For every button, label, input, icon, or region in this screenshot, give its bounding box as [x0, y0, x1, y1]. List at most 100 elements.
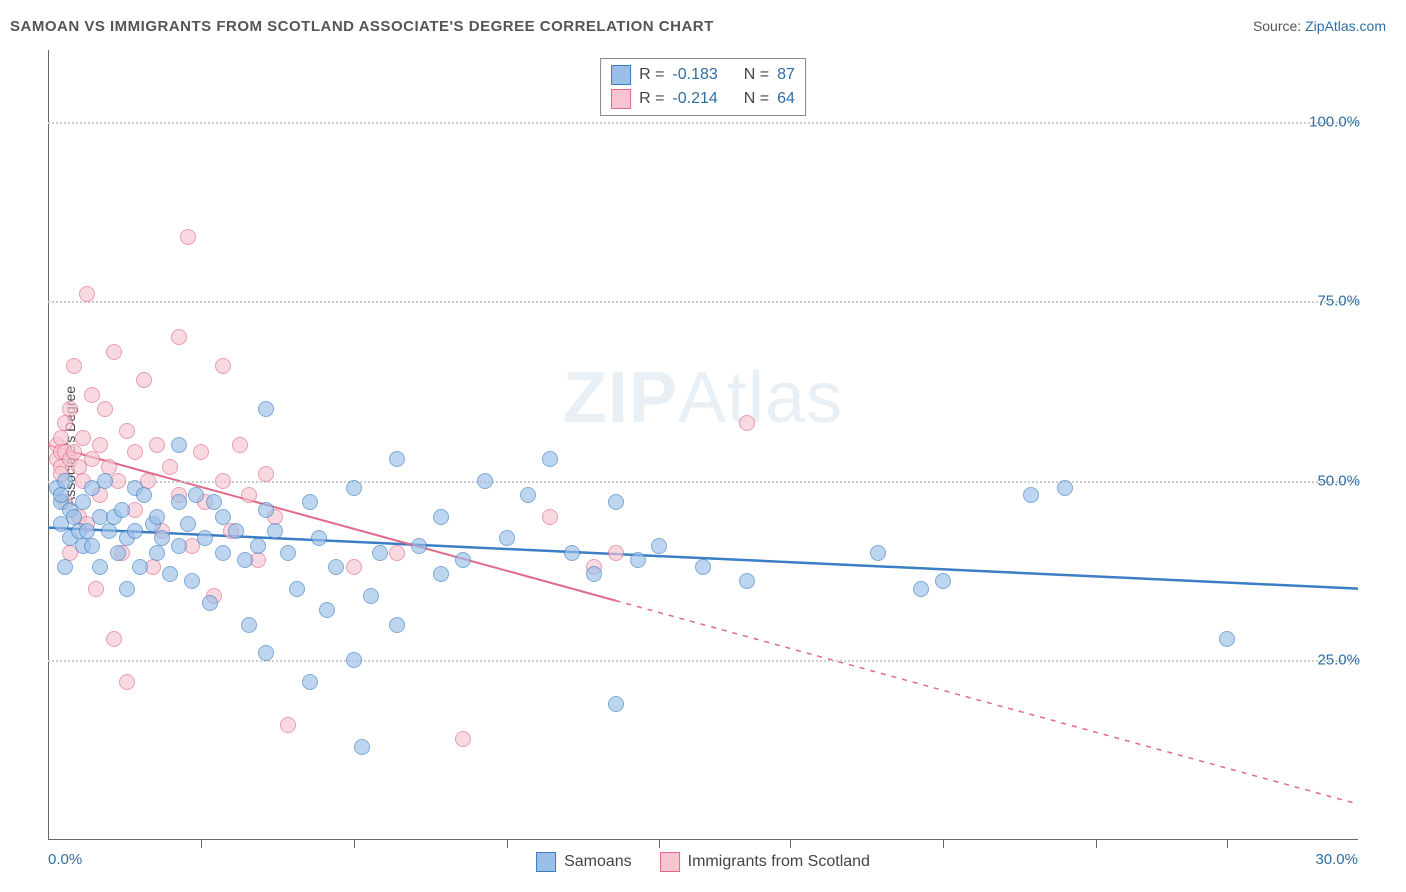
legend-item-scotland: Immigrants from Scotland [660, 852, 870, 872]
y-tick-label: 25.0% [1317, 652, 1360, 669]
data-point [127, 523, 143, 539]
data-point [280, 545, 296, 561]
data-point [739, 573, 755, 589]
data-point [258, 401, 274, 417]
data-point [149, 437, 165, 453]
r-label: R = [639, 66, 664, 84]
data-point [280, 717, 296, 733]
x-tick [790, 840, 791, 848]
watermark-light: Atlas [678, 358, 843, 438]
data-point [302, 494, 318, 510]
x-tick [201, 840, 202, 848]
data-point [184, 573, 200, 589]
data-point [53, 487, 69, 503]
data-point [106, 344, 122, 360]
x-tick [507, 840, 508, 848]
x-tick [1227, 840, 1228, 848]
n-value: 87 [777, 66, 795, 84]
grid-line [48, 301, 1358, 303]
grid-line [48, 122, 1358, 124]
data-point [92, 437, 108, 453]
legend-row-samoans: R = -0.183 N = 87 [611, 63, 795, 87]
data-point [542, 451, 558, 467]
data-point [75, 430, 91, 446]
n-value: 64 [777, 90, 795, 108]
legend-item-samoans: Samoans [536, 852, 632, 872]
data-point [250, 538, 266, 554]
y-tick-label: 100.0% [1309, 113, 1360, 130]
data-point [119, 674, 135, 690]
data-point [389, 451, 405, 467]
legend-label: Samoans [564, 853, 632, 871]
data-point [237, 552, 253, 568]
data-point [62, 401, 78, 417]
data-point [346, 559, 362, 575]
data-point [202, 595, 218, 611]
data-point [695, 559, 711, 575]
data-point [499, 530, 515, 546]
data-point [870, 545, 886, 561]
r-value: -0.183 [672, 66, 717, 84]
data-point [84, 538, 100, 554]
data-point [127, 444, 143, 460]
data-point [75, 494, 91, 510]
data-point [739, 415, 755, 431]
data-point [455, 731, 471, 747]
data-point [84, 387, 100, 403]
data-point [171, 494, 187, 510]
data-point [935, 573, 951, 589]
swatch-pink-icon [611, 89, 631, 109]
data-point [228, 523, 244, 539]
data-point [241, 487, 257, 503]
data-point [171, 538, 187, 554]
data-point [258, 502, 274, 518]
data-point [136, 487, 152, 503]
data-point [433, 509, 449, 525]
data-point [154, 530, 170, 546]
data-point [608, 545, 624, 561]
source-link[interactable]: ZipAtlas.com [1305, 18, 1386, 34]
data-point [193, 444, 209, 460]
data-point [97, 401, 113, 417]
legend-label: Immigrants from Scotland [688, 853, 870, 871]
data-point [162, 566, 178, 582]
swatch-blue-icon [536, 852, 556, 872]
x-tick-label: 0.0% [48, 851, 82, 868]
data-point [520, 487, 536, 503]
x-tick [1096, 840, 1097, 848]
data-point [302, 674, 318, 690]
data-point [346, 480, 362, 496]
data-point [1057, 480, 1073, 496]
swatch-blue-icon [611, 65, 631, 85]
x-axis-line [48, 839, 1358, 840]
data-point [132, 559, 148, 575]
data-point [106, 631, 122, 647]
data-point [101, 523, 117, 539]
data-point [1219, 631, 1235, 647]
data-point [180, 516, 196, 532]
data-point [110, 545, 126, 561]
source-label: Source: [1253, 18, 1305, 34]
data-point [564, 545, 580, 561]
data-point [84, 451, 100, 467]
data-point [630, 552, 646, 568]
data-point [215, 509, 231, 525]
series-legend: Samoans Immigrants from Scotland [536, 852, 870, 872]
r-value: -0.214 [672, 90, 717, 108]
data-point [232, 437, 248, 453]
x-tick [354, 840, 355, 848]
y-tick-label: 50.0% [1317, 472, 1360, 489]
data-point [66, 358, 82, 374]
chart-title: SAMOAN VS IMMIGRANTS FROM SCOTLAND ASSOC… [10, 18, 714, 35]
data-point [411, 538, 427, 554]
data-point [241, 617, 257, 633]
data-point [171, 437, 187, 453]
data-point [608, 696, 624, 712]
data-point [215, 473, 231, 489]
data-point [197, 530, 213, 546]
source-attribution: Source: ZipAtlas.com [1253, 18, 1386, 34]
data-point [477, 473, 493, 489]
data-point [57, 559, 73, 575]
data-point [79, 286, 95, 302]
swatch-pink-icon [660, 852, 680, 872]
